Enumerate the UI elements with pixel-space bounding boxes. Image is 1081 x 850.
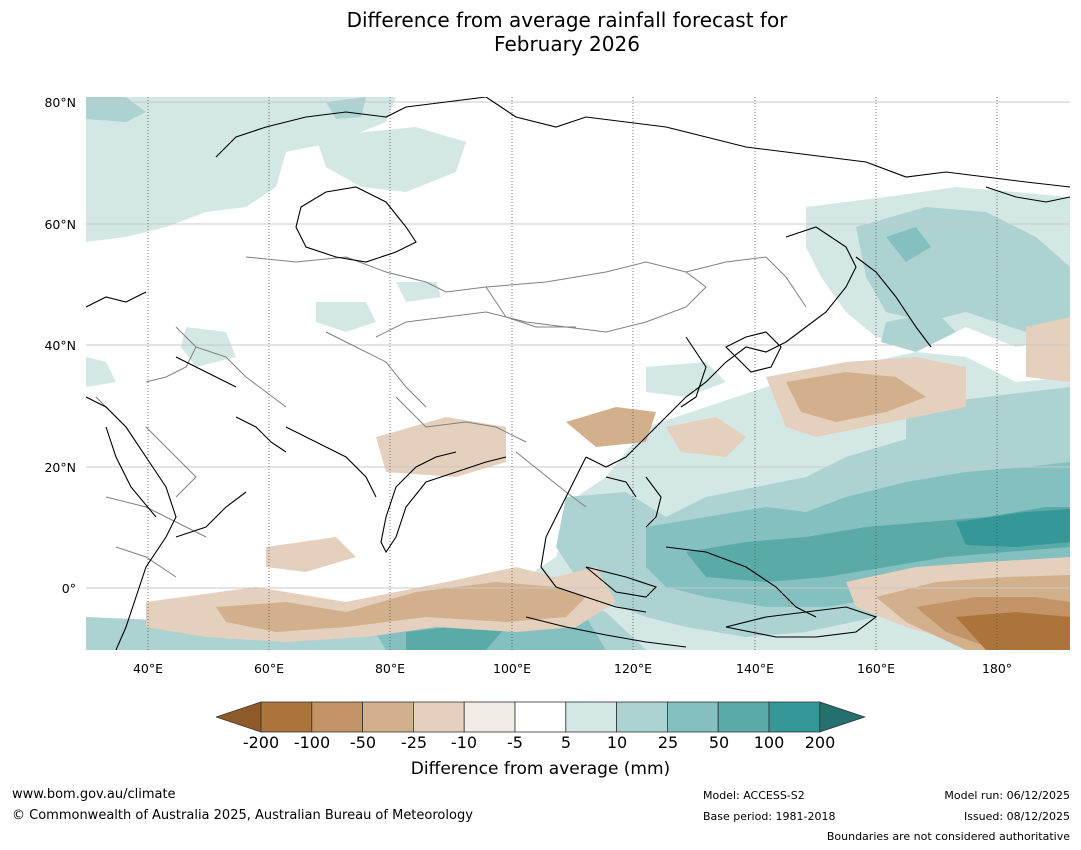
colorbar-segment [565, 701, 617, 733]
lat-label: 20°N [44, 460, 76, 475]
colorbar-extend-low [216, 701, 262, 733]
lon-label: 180° [981, 661, 1013, 676]
lon-label: 80°E [374, 661, 406, 676]
colorbar-segment [666, 701, 719, 733]
lon-label: 60°E [253, 661, 285, 676]
colorbar-tick: -25 [400, 733, 428, 752]
colorbar-segment [514, 701, 567, 733]
colorbar-segment [768, 701, 821, 733]
lon-gridlines [147, 97, 998, 650]
colorbar-tick: -5 [507, 733, 523, 752]
colorbar-tick: 50 [708, 733, 730, 752]
website-link[interactable]: www.bom.gov.au/climate [12, 787, 176, 802]
colorbar-tick: 200 [804, 733, 836, 752]
issued-text: Issued: 08/12/2025 [963, 810, 1070, 823]
map-title-line2: February 2026 [494, 32, 640, 56]
lon-label: 140°E [735, 661, 775, 676]
colorbar-tick: -10 [450, 733, 478, 752]
lon-label: 40°E [132, 661, 164, 676]
lon-label: 120°E [613, 661, 653, 676]
colorbar-segment [311, 701, 364, 733]
colorbar-tick: 10 [606, 733, 628, 752]
dry-anomaly-regions [146, 317, 1070, 650]
disclaimer-text: Boundaries are not considered authoritat… [826, 830, 1070, 843]
colorbar-tick: -100 [293, 733, 331, 752]
lat-label: 40°N [44, 338, 76, 353]
lon-label: 160°E [856, 661, 896, 676]
model-run-text: Model run: 06/12/2025 [944, 789, 1070, 802]
colorbar-segment [362, 701, 414, 733]
colorbar-segment [260, 701, 313, 733]
colorbar-tick: 5 [560, 733, 572, 752]
colorbar [216, 701, 866, 733]
coastlines [86, 97, 1070, 650]
model-text: Model: ACCESS-S2 [703, 789, 805, 802]
colorbar-tick: 100 [753, 733, 785, 752]
base-period-text: Base period: 1981-2018 [703, 810, 836, 823]
colorbar-tick: 25 [657, 733, 679, 752]
colorbar-segments [216, 701, 866, 733]
lon-label: 100°E [492, 661, 532, 676]
colorbar-extend-high [819, 701, 866, 733]
lat-label: 60°N [44, 217, 76, 232]
lat-label: 0° [61, 581, 76, 596]
lat-gridlines [86, 101, 1070, 589]
colorbar-tick: -50 [349, 733, 377, 752]
map-title: Difference from average rainfall forecas… [0, 8, 1081, 56]
colorbar-tick: -200 [242, 733, 280, 752]
colorbar-segment [463, 701, 516, 733]
copyright-text: © Commonwealth of Australia 2025, Austra… [12, 808, 473, 823]
colorbar-segment [412, 701, 465, 733]
colorbar-segment [616, 701, 668, 733]
country-borders [95, 256, 807, 578]
map-title-line1: Difference from average rainfall forecas… [346, 8, 788, 32]
colorbar-segment [717, 701, 770, 733]
colorbar-label: Difference from average (mm) [410, 759, 671, 779]
rainfall-anomaly-map [86, 97, 1070, 650]
lat-label: 80°N [44, 95, 76, 110]
